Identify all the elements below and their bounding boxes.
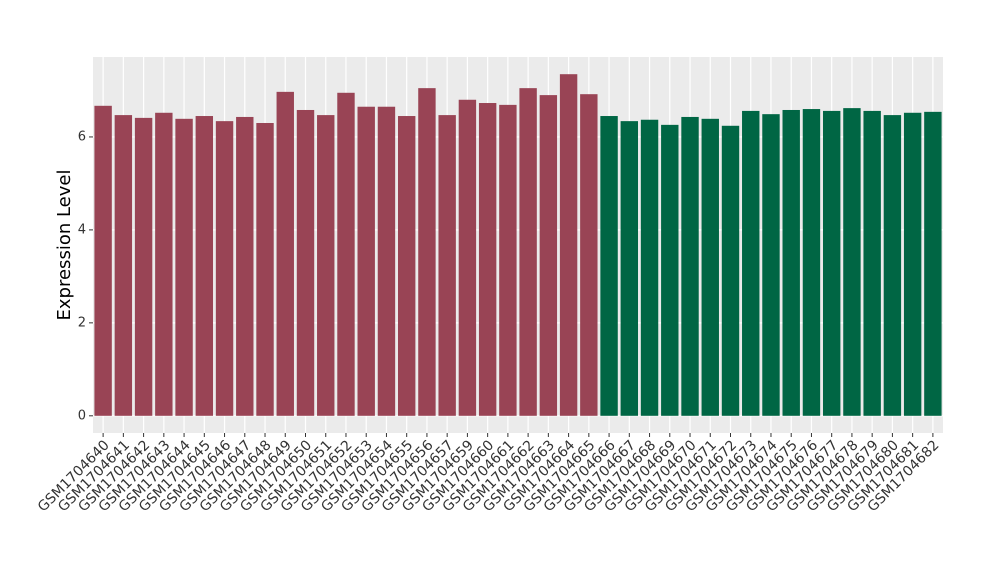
bar [337,92,355,416]
bar [924,111,942,416]
bar [438,115,456,416]
bar [620,121,639,416]
bar [762,114,780,416]
y-tick-label: 4 [78,222,86,237]
bar [580,94,598,416]
bar [863,110,881,416]
bar [742,110,760,416]
bar [397,116,416,416]
bar [559,74,578,416]
bar [114,115,133,416]
bar [701,118,719,416]
bar [458,99,477,416]
bar [802,109,821,416]
bar [175,118,193,416]
y-tick-label: 6 [78,129,86,144]
bar [539,95,558,416]
bar [418,88,436,416]
bar [822,110,841,416]
bar [377,106,396,416]
bar [357,106,375,416]
bar [681,116,699,416]
bar [256,122,274,416]
bar [155,112,173,416]
bar [215,121,234,416]
bar [195,116,214,416]
bar [478,103,497,416]
panel [93,57,943,433]
y-axis-label: Expression Level [54,170,75,321]
bar [661,124,679,416]
bar [883,115,902,416]
bar [782,109,800,416]
bar [94,105,112,416]
bar [843,108,861,416]
bar [640,119,659,416]
y-tick-label: 2 [78,315,86,330]
bar [499,104,517,416]
bar [296,109,315,416]
bar [317,115,335,416]
bar [600,116,618,416]
bar [903,112,922,416]
bar [276,91,294,416]
bar [721,125,740,416]
bar [134,117,153,416]
bar [236,116,254,416]
y-tick-label: 0 [78,408,86,423]
bar [519,88,537,416]
